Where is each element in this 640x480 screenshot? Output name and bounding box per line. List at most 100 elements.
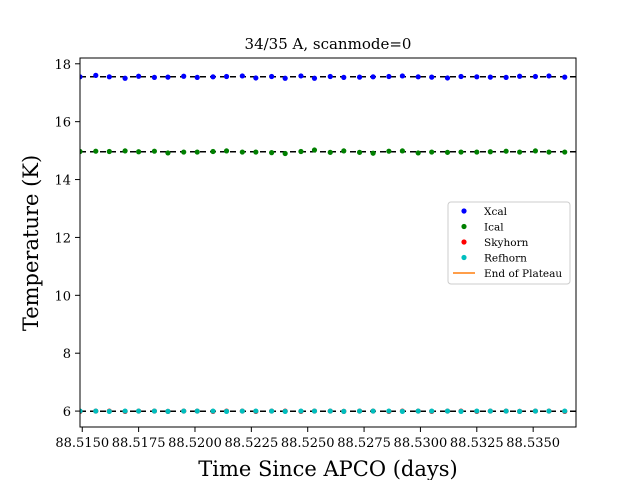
data-point [239,408,245,414]
data-point [298,73,304,79]
legend-entry: Skyhorn [461,237,529,249]
data-point [458,408,464,414]
series-ical [80,147,568,157]
data-point [311,147,318,153]
data-point [415,74,421,80]
data-point [517,149,523,155]
data-point [151,74,157,80]
data-point [415,150,421,156]
data-point [370,150,376,156]
data-point [474,149,480,155]
data-point [165,74,171,80]
y-tick-label: 8 [63,347,71,362]
data-point [327,408,333,414]
data-point [253,408,259,414]
legend: Xcal Ical Skyhorn Refhorn End of Plateau [447,201,571,285]
x-tick-label: 88.5250 [281,436,335,451]
data-point [122,148,128,154]
data-point [194,408,200,414]
data-point [386,148,392,154]
data-point [282,150,288,157]
data-point [562,408,568,414]
y-tick-label: 12 [54,231,71,246]
x-tick-label: 88.5200 [168,436,222,451]
data-point [487,74,493,80]
data-point [223,73,230,80]
data-point [122,408,128,414]
data-point [356,408,363,414]
data-point [341,148,347,154]
y-tick-label: 14 [54,174,71,189]
plot-frame [79,57,577,428]
data-point [93,408,99,414]
series-refhorn [80,408,568,414]
data-point [253,149,259,155]
legend-swatch [461,208,467,214]
data-point [546,73,552,79]
data-point [458,149,464,155]
data-point [370,74,376,80]
data-point [239,73,245,79]
data-point [151,408,157,414]
data-point [136,149,142,155]
y-tick-label: 6 [63,405,71,420]
legend-label: Ical [484,222,504,234]
data-point [93,148,99,154]
x-tick-label: 88.5175 [112,436,166,451]
data-point [532,148,539,154]
data-point [165,150,171,156]
data-point [282,408,288,414]
x-tick-label: 88.5275 [337,436,391,451]
data-point [136,73,142,79]
y-tick-label: 18 [54,58,71,73]
data-point [239,149,245,155]
data-point [223,408,230,414]
data-point [194,149,200,155]
data-point [311,408,318,414]
data-point [269,150,275,156]
data-point [458,73,464,80]
legend-label: End of Plateau [484,268,562,280]
data-point [429,408,435,414]
data-point [341,74,347,80]
data-point [503,148,509,154]
data-point [517,408,523,414]
data-point [386,408,392,414]
data-point [80,74,83,80]
legend-swatch [461,254,467,261]
y-tick-label: 10 [54,289,71,304]
data-point [503,74,509,80]
data-point [80,408,83,414]
y-tick-label: 16 [54,116,71,131]
x-tick-label: 88.5150 [55,436,109,451]
data-point [429,149,435,155]
x-axis-label: Time Since APCO (days) [198,457,457,480]
legend-entry: Refhorn [461,253,527,265]
legend-label: Refhorn [484,253,527,265]
data-point [487,149,493,155]
data-point [210,148,216,155]
data-point [298,148,304,155]
data-point [181,408,187,414]
data-point [253,75,259,81]
legend-entry: End of Plateau [453,268,562,280]
data-point [151,148,157,154]
data-point [181,149,187,155]
data-point [80,148,83,155]
legend-label: Skyhorn [484,237,529,249]
data-point [269,408,275,414]
data-point [210,74,216,80]
data-point [532,408,539,414]
chart-title: 34/35 A, scanmode=0 [245,35,412,53]
data-point [429,74,435,80]
data-point [122,75,128,81]
data-point [106,148,112,155]
data-point [562,74,568,80]
data-point [444,408,451,414]
legend-box [447,201,571,285]
x-tick-label: 88.5225 [224,436,278,451]
data-point [106,74,112,80]
data-point [341,408,347,414]
legend-entry: Xcal [461,206,508,218]
